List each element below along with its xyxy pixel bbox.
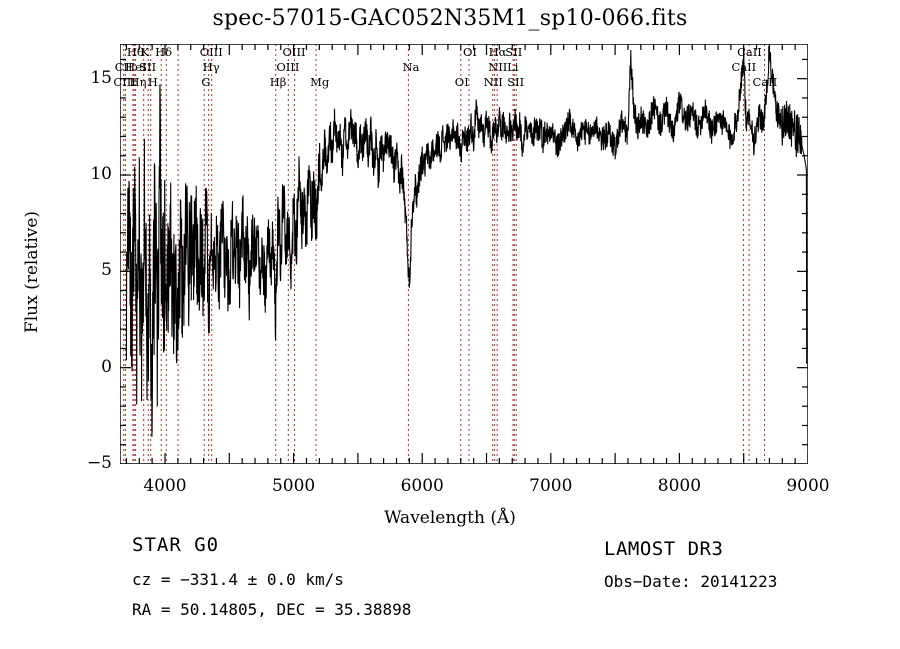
spectral-line-label: CIII xyxy=(113,75,136,89)
spectral-line-label: Hη xyxy=(129,75,147,89)
survey-label: LAMOST DR3 xyxy=(604,538,724,560)
spectral-line-label: CaII xyxy=(737,45,762,59)
x-axis-label: Wavelength (Å) xyxy=(384,508,516,528)
plot-area xyxy=(120,44,808,464)
spectral-line-label: OIII xyxy=(199,45,223,59)
spectral-line-label: OI xyxy=(463,45,477,59)
spectral-line-label: NII xyxy=(483,75,503,89)
spectral-line-label: OI xyxy=(454,75,469,89)
spectral-line-label: SII xyxy=(505,45,523,59)
spectrum-trace xyxy=(125,45,808,437)
spectral-line-label: Hθ xyxy=(126,45,144,59)
spectral-line-label: NII xyxy=(488,60,508,74)
page-title: spec-57015-GAC052N35M1_sp10-066.fits xyxy=(212,6,688,31)
redshift-velocity-label: cz = −331.4 ± 0.0 km/s xyxy=(132,570,344,589)
x-tick-label: 9000 xyxy=(786,476,830,496)
y-tick-label: 15 xyxy=(90,67,112,88)
axis-frame xyxy=(120,44,808,464)
spectral-line-label: CII xyxy=(114,60,133,74)
spectral-line-label: OIII xyxy=(276,60,300,74)
spectral-line-label: Hα xyxy=(488,45,507,59)
spectral-line-label: Mg xyxy=(310,75,330,89)
spectrum-svg xyxy=(120,44,808,464)
spectral-line-label: Hδ xyxy=(155,45,173,59)
x-tick-label: 5000 xyxy=(271,476,316,496)
spectral-line-label: Li xyxy=(507,60,519,74)
x-tick-label: 4000 xyxy=(143,476,187,496)
coordinates-label: RA = 50.14805, DEC = 35.38898 xyxy=(132,600,412,619)
object-class-label: STAR G0 xyxy=(132,534,220,556)
spectral-line-label: H xyxy=(147,75,158,89)
spectral-line-label: CaII xyxy=(752,75,778,89)
spectral-line-label: SII xyxy=(139,60,157,74)
x-tick-label: 6000 xyxy=(400,476,444,496)
spectral-line-label: Na xyxy=(402,60,420,74)
y-axis-label: Flux (relative) xyxy=(22,210,42,334)
spectral-line-label: K xyxy=(140,45,150,59)
spectral-line-label: G xyxy=(201,75,211,89)
spectral-line-label: HeI xyxy=(125,60,147,74)
spectral-line-label: Hγ xyxy=(202,60,220,74)
x-tick-label: 8000 xyxy=(657,476,702,496)
y-tick-label: 0 xyxy=(101,356,112,377)
observation-date-label: Obs−Date: 20141223 xyxy=(604,572,778,591)
y-tick-label: 10 xyxy=(90,164,112,184)
spectral-line-label: SII xyxy=(507,75,525,89)
y-tick-label: 5 xyxy=(101,260,112,281)
spectral-line-label: OIII xyxy=(282,45,306,59)
spectral-line-label: CaII xyxy=(731,60,757,74)
y-tick-label: −5 xyxy=(86,453,112,473)
x-tick-label: 7000 xyxy=(529,476,573,496)
spectral-line-label: Hβ xyxy=(269,75,287,89)
